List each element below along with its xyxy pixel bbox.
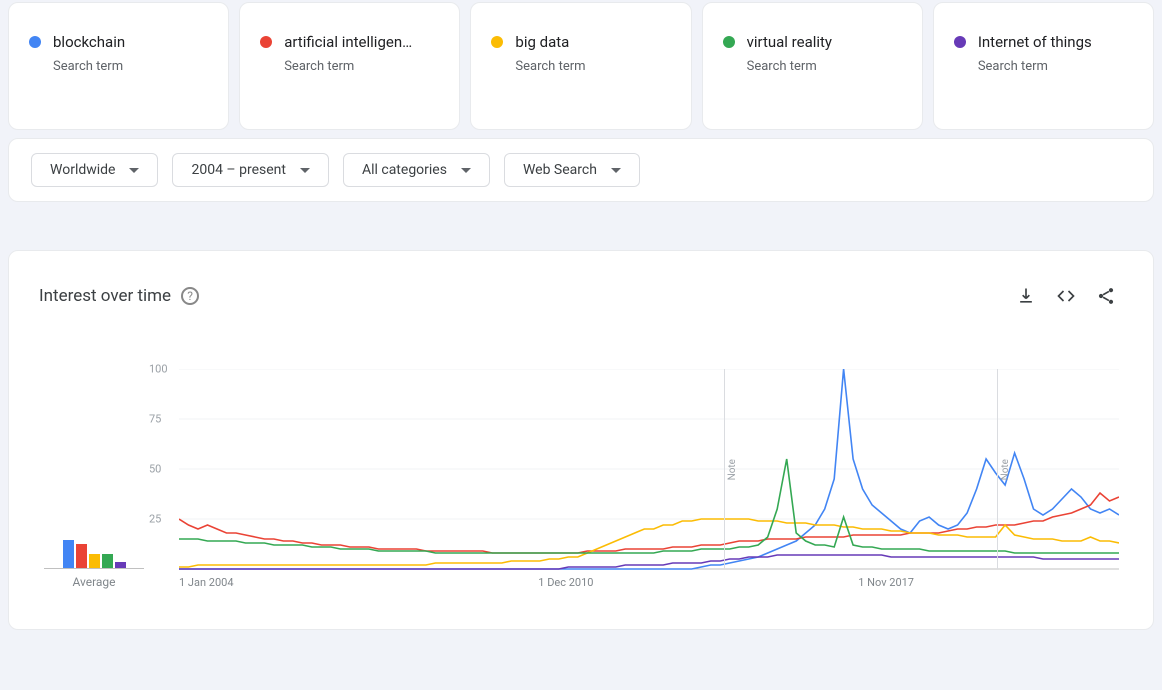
search-terms-row: blockchainSearch termartificial intellig…	[0, 2, 1162, 130]
category-filter-label: All categories	[362, 162, 447, 178]
average-bar	[115, 562, 126, 568]
term-name: big data	[515, 33, 569, 51]
embed-icon[interactable]	[1049, 279, 1083, 313]
term-name: artificial intelligen…	[284, 33, 412, 51]
term-card[interactable]: big data Search term	[470, 2, 691, 130]
y-tick-label: 25	[149, 513, 161, 526]
note-label: Note	[727, 459, 738, 480]
term-subtitle: Search term	[284, 59, 439, 74]
chart-body: Average 255075100NoteNote1 Jan 20041 Dec…	[39, 369, 1123, 589]
average-bars	[44, 529, 144, 569]
time-filter[interactable]: 2004 – present	[172, 153, 328, 187]
average-bar	[102, 554, 113, 568]
chart-title: Interest over time	[39, 286, 171, 306]
average-bar	[63, 540, 74, 568]
note-line	[724, 369, 725, 569]
x-tick-label: 1 Nov 2017	[698, 576, 1123, 589]
chart-header: Interest over time ?	[39, 279, 1123, 313]
line-chart: 255075100NoteNote1 Jan 20041 Dec 20101 N…	[179, 369, 1123, 589]
series-line	[179, 555, 1119, 569]
source-filter-label: Web Search	[523, 162, 597, 178]
term-color-dot	[491, 36, 503, 48]
chevron-down-icon	[129, 168, 139, 173]
x-tick-label: 1 Jan 2004	[179, 576, 234, 589]
filter-panel: Worldwide 2004 – present All categories …	[8, 138, 1154, 202]
term-color-dot	[260, 36, 272, 48]
y-tick-label: 100	[149, 363, 168, 376]
term-subtitle: Search term	[978, 59, 1133, 74]
average-bar	[89, 554, 100, 568]
chevron-down-icon	[611, 168, 621, 173]
note-line	[997, 369, 998, 569]
term-subtitle: Search term	[747, 59, 902, 74]
help-icon[interactable]: ?	[181, 287, 199, 305]
chart-panel: Interest over time ? Average 25 50 75 100 No…	[8, 250, 1154, 630]
y-tick-label: 50	[149, 463, 161, 476]
term-subtitle: Search term	[515, 59, 670, 74]
chevron-down-icon	[300, 168, 310, 173]
category-filter[interactable]: All categories	[343, 153, 490, 187]
series-line	[179, 459, 1119, 553]
term-color-dot	[954, 36, 966, 48]
series-line	[179, 493, 1119, 553]
average-label: Average	[39, 575, 149, 589]
share-icon[interactable]	[1089, 279, 1123, 313]
term-name: blockchain	[53, 33, 125, 51]
chevron-down-icon	[461, 168, 471, 173]
average-block: Average	[39, 529, 149, 589]
term-card[interactable]: virtual reality Search term	[702, 2, 923, 130]
time-filter-label: 2004 – present	[191, 162, 285, 178]
y-tick-label: 75	[149, 413, 161, 426]
term-card[interactable]: Internet of things Search term	[933, 2, 1154, 130]
x-tick-label: 1 Dec 2010	[234, 576, 699, 589]
term-color-dot	[29, 36, 41, 48]
term-name: Internet of things	[978, 33, 1092, 51]
source-filter[interactable]: Web Search	[504, 153, 640, 187]
region-filter-label: Worldwide	[50, 162, 115, 178]
note-label: Note	[1000, 459, 1011, 480]
term-card[interactable]: artificial intelligen… Search term	[239, 2, 460, 130]
term-name: virtual reality	[747, 33, 832, 51]
download-icon[interactable]	[1009, 279, 1043, 313]
term-card[interactable]: blockchain Search term	[8, 2, 229, 130]
term-subtitle: Search term	[53, 59, 208, 74]
x-axis-labels: 1 Jan 20041 Dec 20101 Nov 2017	[179, 576, 1123, 589]
term-color-dot	[723, 36, 735, 48]
average-bar	[76, 544, 87, 568]
region-filter[interactable]: Worldwide	[31, 153, 158, 187]
